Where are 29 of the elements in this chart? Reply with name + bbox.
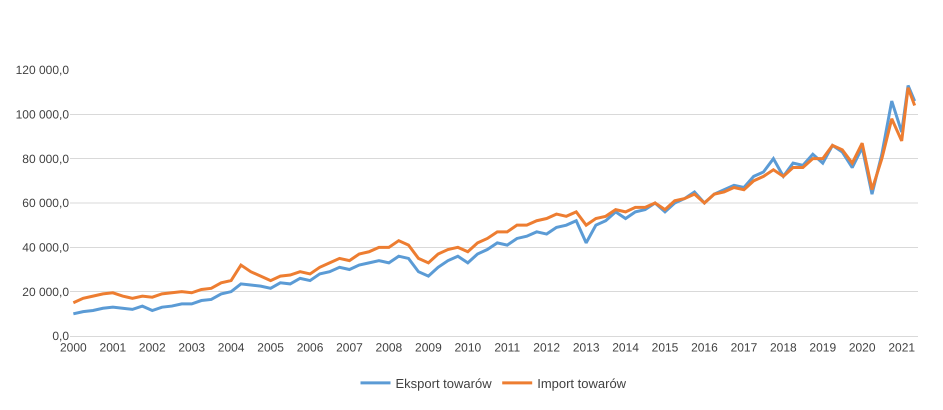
x-tick-label: 2017	[730, 340, 758, 354]
legend-label: Eksport towarów	[396, 376, 492, 391]
x-tick-label: 2001	[100, 340, 127, 354]
x-tick-label: 2016	[691, 340, 718, 354]
y-tick-label: 120 000,0	[16, 63, 70, 78]
x-tick-label: 2015	[652, 340, 679, 354]
x-tick-label: 2003	[178, 340, 206, 354]
y-tick-label: 80 000,0	[22, 152, 70, 166]
x-tick-label: 2013	[572, 340, 600, 354]
x-tick-label: 2012	[533, 340, 560, 354]
x-tick-label: 2006	[296, 340, 324, 354]
x-tick-label: 2009	[415, 340, 442, 354]
x-tick-label: 2004	[218, 340, 245, 354]
x-tick-label: 2002	[138, 340, 166, 354]
x-tick-label: 2018	[770, 340, 798, 354]
y-tick-label: 40 000,0	[22, 240, 70, 255]
y-tick-label: 100 000,0	[16, 108, 70, 122]
legend-label: Import towarów	[537, 376, 627, 391]
y-tick-label: 60 000,0	[22, 196, 70, 210]
x-tick-label: 2010	[454, 340, 482, 354]
x-tick-label: 2020	[848, 340, 876, 354]
x-tick-label: 2014	[612, 340, 640, 354]
x-tick-label: 2021	[888, 340, 916, 354]
x-tick-label: 2019	[809, 340, 836, 354]
x-tick-label: 2007	[336, 340, 364, 354]
x-tick-label: 2008	[376, 340, 403, 354]
x-tick-label: 2005	[257, 340, 284, 354]
x-tick-label: 2011	[494, 340, 520, 354]
y-tick-label: 20 000,0	[22, 284, 70, 299]
